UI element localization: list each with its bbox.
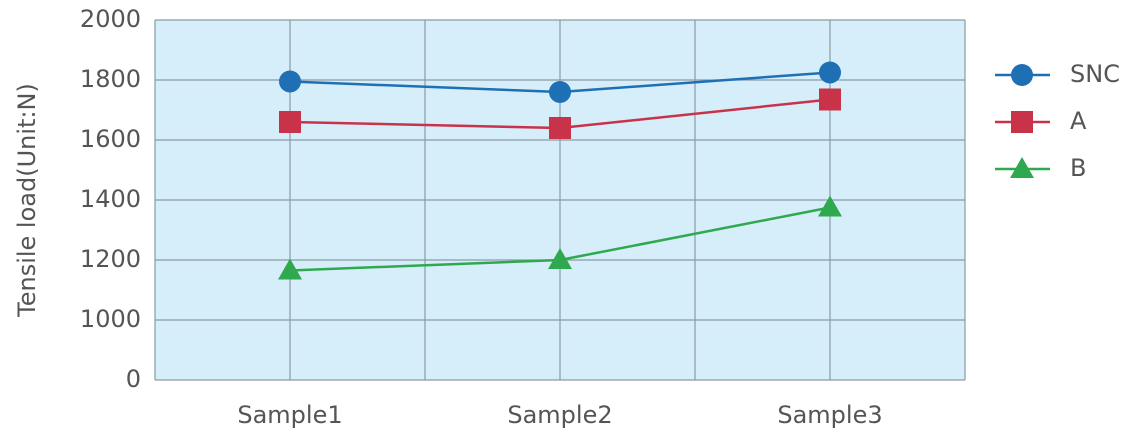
y-tick-label: 2000 xyxy=(80,5,141,33)
data-point xyxy=(549,117,571,139)
legend-label: B xyxy=(1070,154,1086,182)
legend-label: SNC xyxy=(1070,60,1120,88)
data-point xyxy=(278,258,302,280)
y-tick-label: 1400 xyxy=(80,185,141,213)
x-tick-label: Sample1 xyxy=(237,401,342,429)
data-point xyxy=(279,70,301,93)
data-point xyxy=(819,88,841,111)
legend-marker xyxy=(1011,64,1033,86)
legend-marker xyxy=(1011,111,1033,133)
y-tick-label: 1800 xyxy=(80,65,141,93)
legend-marker xyxy=(1010,157,1034,178)
x-tick-label: Sample2 xyxy=(507,401,612,429)
data-point xyxy=(549,81,571,103)
x-tick-label: Sample3 xyxy=(777,401,882,429)
data-point xyxy=(279,111,301,133)
y-axis-label: Tensile load(Unit:N) xyxy=(13,83,41,318)
y-tick-label: 1200 xyxy=(80,245,141,273)
y-tick-label: 1000 xyxy=(80,305,141,333)
data-point xyxy=(818,195,842,217)
data-point xyxy=(819,61,841,84)
legend-label: A xyxy=(1070,107,1087,135)
y-tick-label: 1600 xyxy=(80,125,141,153)
y-tick-label: 0 xyxy=(126,365,141,393)
data-point xyxy=(548,248,572,269)
